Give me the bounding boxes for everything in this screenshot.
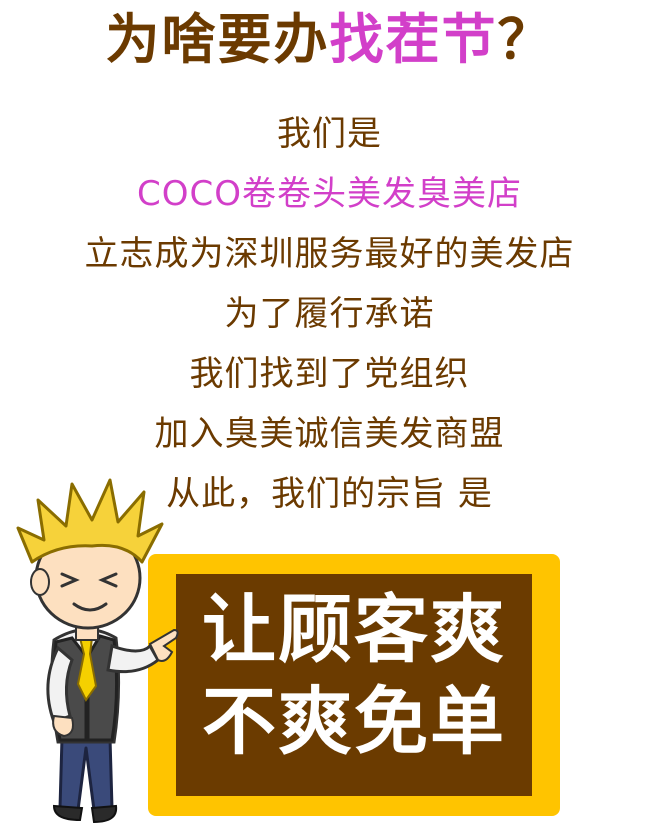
slogan-line-1: 让顾客爽 — [202, 587, 506, 673]
intro-line-7: 从此，我们的宗旨 是 — [166, 474, 493, 514]
headline: 为啥要办找茬节？ — [0, 4, 659, 76]
intro-line-6: 加入臭美诚信美发商盟 — [154, 414, 505, 454]
intro-line-5: 我们找到了党组织 — [189, 354, 470, 394]
intro-line-2: COCO卷卷头美发臭美店 — [136, 174, 522, 214]
intro-line-3: 立志成为深圳服务最好的美发店 — [84, 234, 575, 274]
intro-text: 我们是 COCO卷卷头美发臭美店 立志成为深圳服务最好的美发店 为了履行承诺 我… — [0, 104, 659, 524]
headline-part-1: 为啥要办 — [105, 8, 330, 71]
slogan-board: 让顾客爽 不爽免单 — [176, 574, 532, 796]
headline-part-2: 找茬节 — [329, 8, 498, 71]
headline-part-3: ？ — [497, 8, 554, 71]
intro-line-4: 为了履行承诺 — [224, 294, 435, 334]
slogan-board-frame: 让顾客爽 不爽免单 — [148, 554, 560, 816]
slogan-line-2: 不爽免单 — [202, 679, 506, 765]
intro-line-1: 我们是 — [277, 114, 382, 154]
cartoon-man-pointing-icon — [16, 478, 179, 824]
